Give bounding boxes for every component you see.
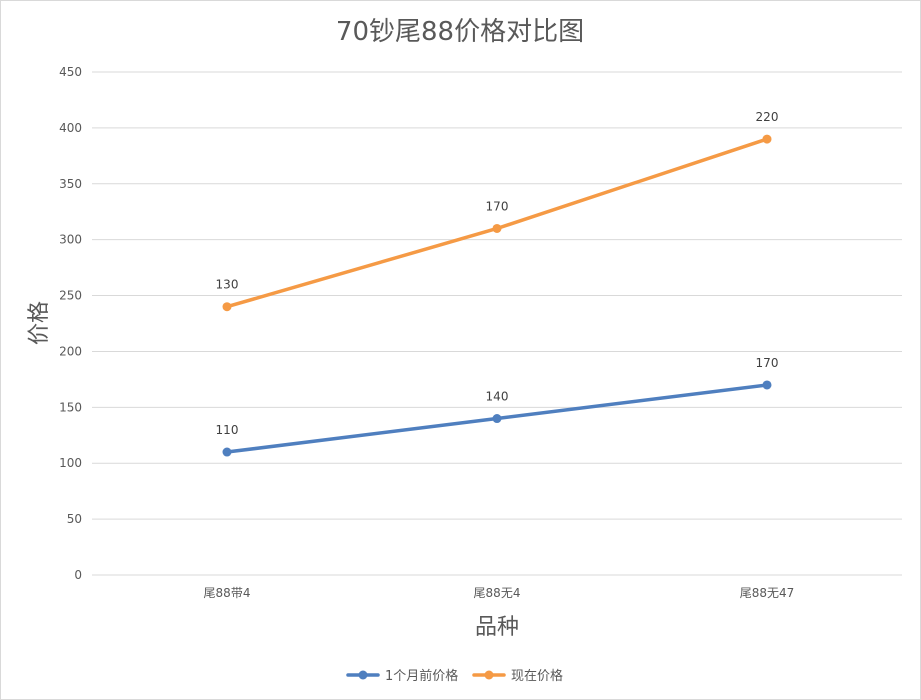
y-tick-label: 150 [59, 400, 82, 414]
gridlines [92, 71, 902, 576]
y-tick-label: 300 [59, 233, 82, 247]
legend-label: 现在价格 [511, 668, 563, 684]
x-tick-label: 尾88带4 [204, 586, 251, 600]
data-point [762, 134, 772, 144]
data-point [222, 447, 232, 457]
y-tick-label: 350 [59, 177, 82, 191]
data-label: 170 [486, 199, 509, 213]
y-axis-tick-labels: 0 50 100 150 200 250 300 350 400 450 [59, 65, 82, 582]
y-axis-title: 价格 [27, 301, 52, 345]
y-tick-label: 50 [67, 512, 82, 526]
data-label: 110 [216, 423, 239, 437]
chart-title: 70钞尾88价格对比图 [336, 17, 584, 47]
x-tick-label: 尾88无47 [740, 586, 795, 600]
data-label: 220 [756, 110, 779, 124]
y-tick-label: 400 [59, 121, 82, 135]
y-tick-label: 450 [59, 65, 82, 79]
y-tick-label: 0 [74, 568, 82, 582]
data-point [762, 380, 772, 390]
legend-label: 1个月前价格 [385, 668, 458, 684]
x-tick-label: 尾88无4 [474, 586, 521, 600]
data-point [222, 302, 232, 312]
data-point [492, 414, 502, 424]
legend-swatch-marker [484, 670, 494, 680]
data-labels: 110 140 170 130 170 220 [216, 110, 779, 437]
data-label: 140 [486, 390, 509, 404]
data-label: 170 [756, 356, 779, 370]
x-axis-title: 品种 [475, 615, 519, 640]
legend-swatch-marker [358, 670, 368, 680]
series-lines [222, 134, 772, 457]
y-tick-label: 200 [59, 344, 82, 358]
y-tick-label: 250 [59, 289, 82, 303]
data-point [492, 223, 502, 233]
data-label: 130 [216, 278, 239, 292]
y-tick-label: 100 [59, 456, 82, 470]
legend: 1个月前价格 现在价格 [346, 668, 563, 684]
series-line [225, 137, 769, 309]
x-axis-tick-labels: 尾88带4 尾88无4 尾88无47 [204, 586, 795, 600]
